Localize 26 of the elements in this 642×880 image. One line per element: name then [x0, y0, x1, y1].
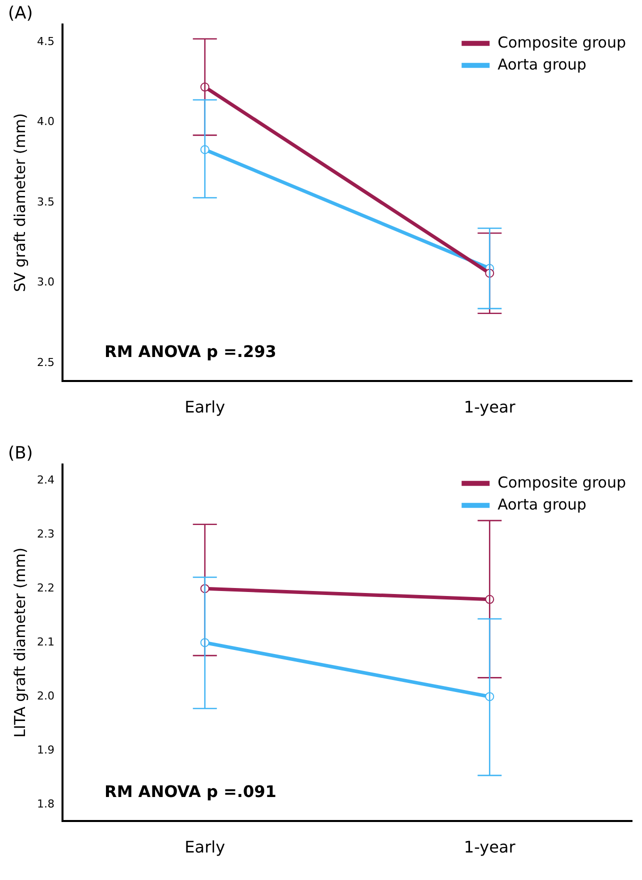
legend-label: Composite group: [498, 33, 626, 52]
legend-label: Aorta group: [498, 495, 586, 514]
y-tick-label: 4.5: [36, 34, 54, 48]
x-tick-label: Early: [184, 838, 226, 857]
y-tick-label: 2.2: [36, 581, 54, 594]
y-tick-label: 2.5: [36, 356, 54, 369]
y-tick-label: 4.0: [36, 115, 54, 128]
annotation: RM ANOVA p =.293: [104, 342, 276, 361]
y-tick-label: 3.0: [36, 276, 54, 289]
legend-label: Composite group: [498, 473, 626, 492]
y-axis-title: SV graft diameter (mm): [10, 113, 29, 292]
y-tick-label: 2.3: [36, 527, 54, 540]
y-axis-title: LITA graft diameter (mm): [10, 548, 29, 738]
y-tick-label: 2.4: [36, 473, 54, 486]
x-tick-label: 1-year: [464, 838, 516, 857]
y-tick-label: 2.1: [36, 635, 54, 648]
y-tick-label: 1.9: [36, 743, 54, 756]
x-tick-label: 1-year: [464, 398, 516, 417]
legend-label: Aorta group: [498, 55, 586, 74]
annotation: RM ANOVA p =.091: [104, 782, 276, 801]
y-tick-label: 2.0: [36, 689, 54, 702]
y-tick-label: 1.8: [36, 797, 54, 810]
y-tick-label: 3.5: [36, 195, 54, 208]
chart-title: (A): [8, 4, 33, 24]
chart-title: (B): [8, 444, 33, 464]
x-tick-label: Early: [184, 398, 226, 417]
